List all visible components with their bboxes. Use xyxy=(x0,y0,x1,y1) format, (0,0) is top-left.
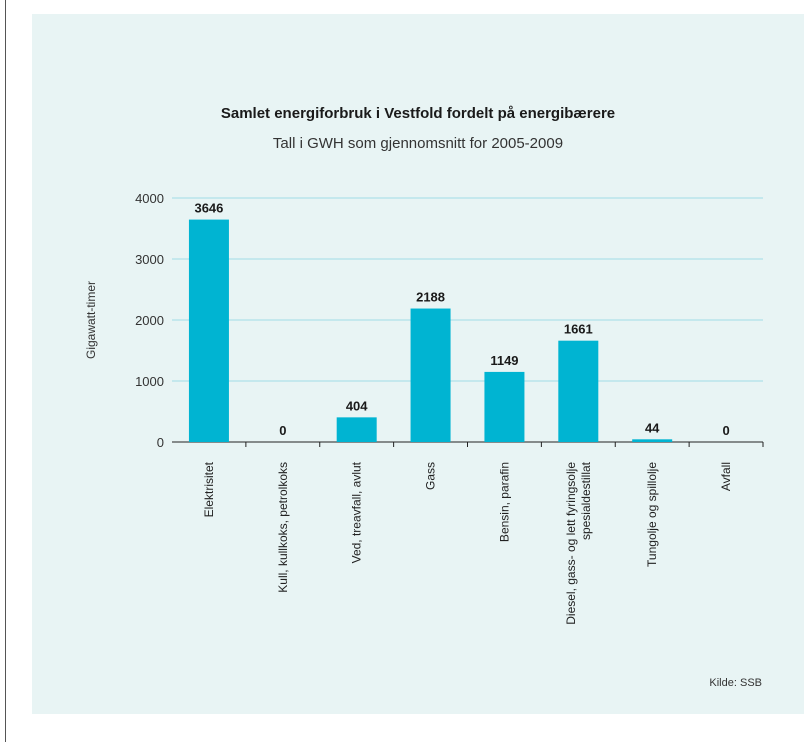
x-category-label: Gass xyxy=(424,462,438,490)
data-label: 0 xyxy=(279,423,286,438)
data-label: 1149 xyxy=(490,353,518,368)
bar xyxy=(188,219,229,442)
x-category-label: Ved, treavfall, avlut xyxy=(350,461,364,563)
data-label: 44 xyxy=(645,420,660,435)
data-label: 1661 xyxy=(564,322,593,337)
bar xyxy=(558,340,599,442)
chart-title: Samlet energiforbruk i Vestfold fordelt … xyxy=(220,105,616,122)
chart-subtitle: Tall i GWH som gjennomsnitt for 2005-200… xyxy=(272,135,564,152)
bar xyxy=(484,371,525,442)
x-category-label: Elektrisitet xyxy=(202,461,216,517)
y-tick-label: 1000 xyxy=(135,374,164,389)
x-category-label: Diesel, gass- og lett fyringsolje xyxy=(564,462,578,625)
bar xyxy=(410,308,451,442)
x-category-label: Bensin, parafin xyxy=(497,462,511,542)
x-category-label: spesialdestillat xyxy=(579,461,593,540)
y-axis-label: Gigawatt-timer xyxy=(84,281,98,359)
y-tick-label: 2000 xyxy=(135,313,164,328)
y-tick-label: 4000 xyxy=(135,191,164,206)
data-label: 2188 xyxy=(416,290,445,305)
bar xyxy=(336,417,377,442)
y-tick-label: 0 xyxy=(157,435,164,450)
page-left-border xyxy=(5,0,6,742)
bar-chart: 0 1000 2000 3000 4000 Gigawatt-timer 3646 Elekt… xyxy=(84,191,764,625)
data-label: 404 xyxy=(346,398,368,413)
data-label: 3646 xyxy=(194,201,223,216)
y-tick-label: 3000 xyxy=(135,252,164,267)
source-note: Kilde: SSB xyxy=(709,677,762,689)
chart-panel: Samlet energiforbruk i Vestfold fordelt … xyxy=(32,14,804,714)
x-category-label: Tungolje og spillolje xyxy=(645,462,659,567)
data-label: 0 xyxy=(722,423,729,438)
x-category-label: Avfall xyxy=(719,462,733,491)
x-category-label: Kull, kullkoks, petrolkoks xyxy=(276,462,290,593)
bar xyxy=(632,439,673,442)
